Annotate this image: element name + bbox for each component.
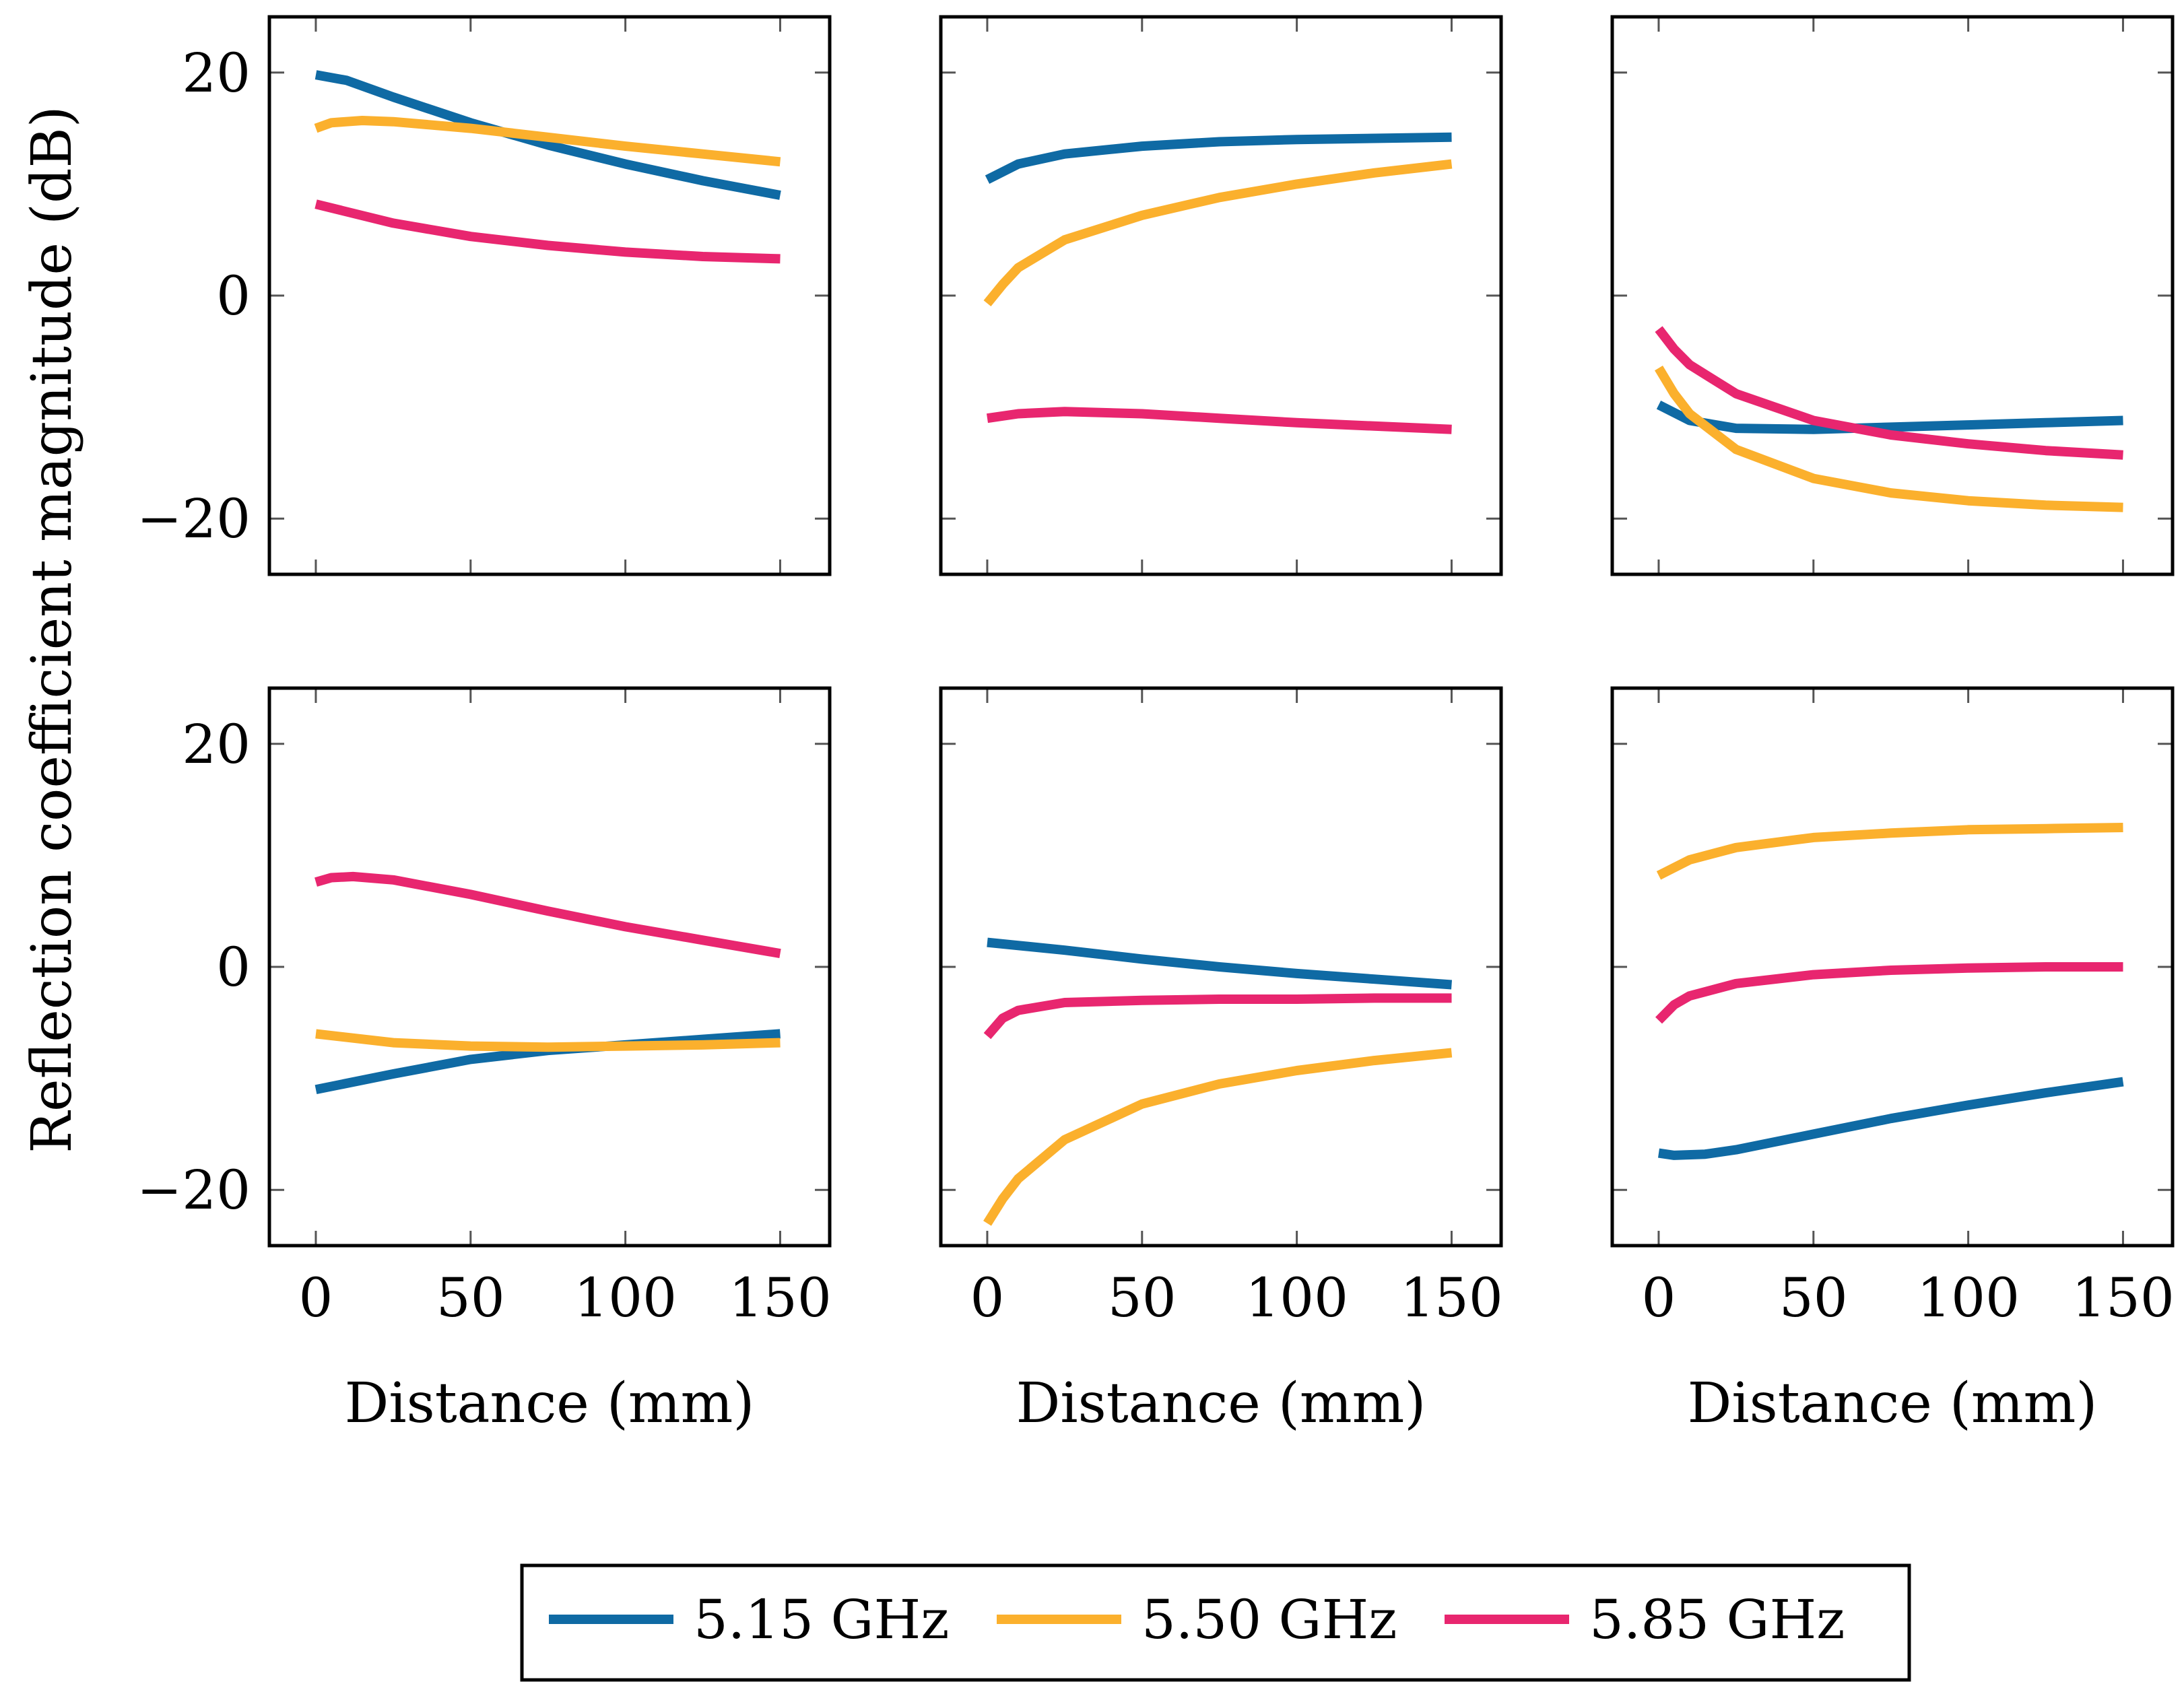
x-tick-label: 50	[436, 1266, 505, 1329]
panel-frame	[939, 686, 1503, 1248]
series-line-5-85-ghz	[1655, 326, 2123, 460]
x-tick-label: 0	[1641, 1266, 1676, 1329]
legend-label-5-15: 5.15 GHz	[694, 1588, 949, 1651]
x-tick-label: 150	[729, 1266, 832, 1329]
y-tick-label: −20	[137, 1159, 251, 1221]
panel-frame	[939, 15, 1503, 576]
series-line-5-50-ghz	[315, 1029, 781, 1052]
y-tick-label: 0	[216, 265, 251, 327]
series-line-5-50-ghz	[314, 116, 781, 167]
y-tick-label: 0	[216, 936, 251, 999]
x-tick-label: 100	[1917, 1266, 2020, 1329]
x-axis-label: Distance (mm)	[1016, 1372, 1426, 1435]
series-line-5-15-ghz	[1656, 401, 2123, 434]
x-tick-label: 50	[1779, 1266, 1848, 1329]
panel-r2-c2: 0 50 100 150 Distance (mm)	[939, 686, 1503, 1435]
legend: 5.15 GHz 5.50 GHz 5.85 GHz	[520, 1563, 1911, 1682]
legend-label-5-85: 5.85 GHz	[1589, 1588, 1845, 1651]
series-line-5-15-ghz	[987, 937, 1453, 990]
panel-r2-c1: 20 0 −20 0 50 100 150 Distance (mm)	[137, 686, 832, 1435]
series-line-5-85-ghz	[983, 993, 1452, 1040]
panel-r2-c3: 0 50 100 150 Distance (mm)	[1610, 686, 2175, 1435]
legend-box	[520, 1563, 1911, 1682]
x-axis-label: Distance (mm)	[345, 1372, 755, 1435]
panel-frame	[267, 15, 832, 576]
y-tick-label: 20	[182, 42, 251, 104]
panel-frame	[1610, 686, 2175, 1248]
panel-frame	[267, 686, 832, 1248]
series-line-5-15-ghz	[985, 132, 1452, 184]
series-line-5-85-ghz	[315, 199, 781, 264]
y-tick-label: −20	[137, 487, 251, 550]
x-tick-label: 100	[574, 1266, 677, 1329]
series-line-5-85-ghz	[1655, 962, 2123, 1024]
x-tick-label: 150	[1400, 1266, 1503, 1329]
x-tick-label: 100	[1245, 1266, 1348, 1329]
legend-label-5-50: 5.50 GHz	[1141, 1588, 1397, 1651]
series-line-5-85-ghz	[315, 871, 781, 958]
series-line-5-50-ghz	[983, 159, 1453, 307]
x-tick-label: 0	[970, 1266, 1004, 1329]
series-line-5-50-ghz	[1656, 823, 2123, 880]
x-tick-label: 50	[1108, 1266, 1177, 1329]
y-tick-label: 20	[182, 713, 251, 776]
x-axis-label: Distance (mm)	[1688, 1372, 2098, 1435]
y-axis-label: Reflection coefficient magnitude (dB)	[20, 106, 84, 1153]
panel-r1-c3	[1610, 15, 2175, 576]
x-tick-label: 150	[2072, 1266, 2175, 1329]
series-line-5-50-ghz	[983, 1048, 1453, 1226]
x-tick-label: 0	[298, 1266, 333, 1329]
series-line-5-85-ghz	[986, 407, 1452, 434]
panel-r1-c1: 20 0 −20	[137, 15, 832, 576]
series-line-5-15-ghz	[1658, 1077, 2124, 1160]
panel-frame	[1610, 15, 2175, 576]
panel-r1-c2	[939, 15, 1503, 576]
series-line-5-50-ghz	[1655, 365, 2123, 512]
